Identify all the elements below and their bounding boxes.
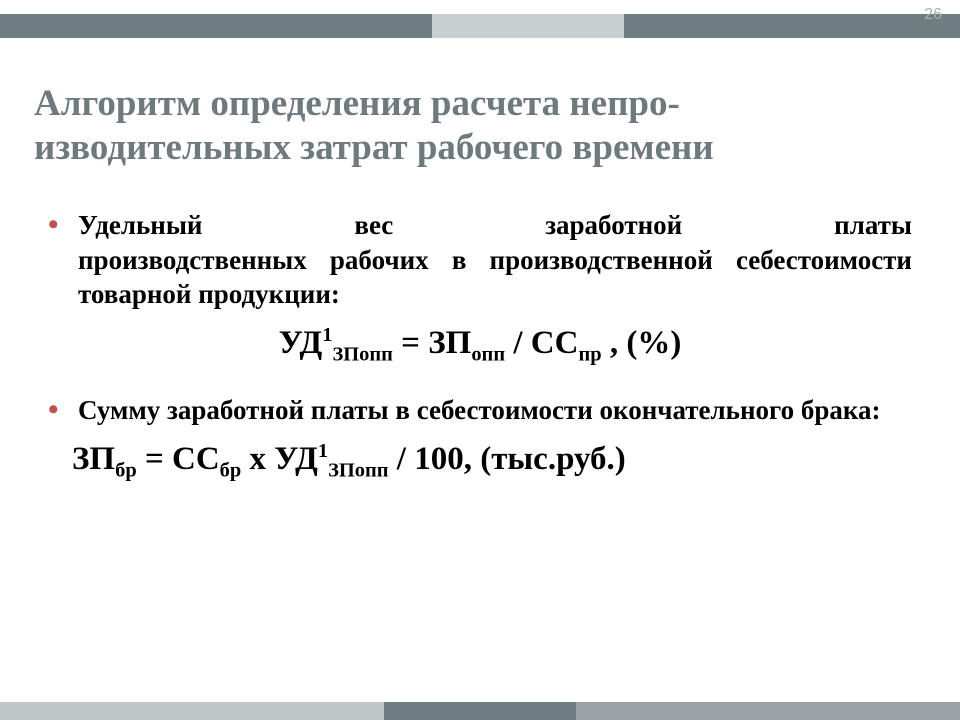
formula-2-t1-base: СС [172,441,220,477]
formula-1-t1-base: ЗП [428,325,471,361]
stripe-segment [624,14,960,38]
slide: 26 Алгоритм определения расчета непро-из… [0,0,960,720]
formula-2-t2-sup: 1 [318,440,328,462]
formula-2-t2-base: УД [274,441,318,477]
bullet-1-line1: Удельный вес заработной платы [78,208,912,243]
bullet-item-1: Удельный вес заработной платы производст… [48,208,912,312]
top-decor-stripe [0,14,960,38]
formula-2-tail: / 100, (тыс.руб.) [389,441,626,477]
bottom-decor-stripe [0,702,960,720]
formula-2: ЗПбр = ССбр х УД1ЗПопп / 100, (тыс.руб.) [72,438,912,484]
page-number: 26 [924,6,942,24]
formula-1-lhs-sup: 1 [322,324,332,346]
formula-1-eq: = [393,325,428,361]
formula-1: УД1ЗПопп = ЗПопп / ССпр , (%) [48,322,912,368]
formula-1-lhs-base: УД [279,325,323,361]
formula-1-t2-base: СС [531,325,579,361]
formula-2-mul: х [241,441,274,477]
formula-1-tail: , (%) [602,325,682,361]
formula-1-lhs-sub: ЗПопп [332,343,392,365]
formula-2-eq: = [137,441,172,477]
formula-1-div: / [505,325,531,361]
formula-2-t1-sub: бр [220,460,242,482]
formula-2-lhs-sub: бр [115,460,137,482]
slide-title: Алгоритм определения расчета непро-извод… [34,82,926,171]
stripe-segment [0,702,384,720]
stripe-segment [576,702,960,720]
formula-1-t2-sub: пр [578,343,601,365]
formula-2-t2-sub: ЗПопп [328,460,388,482]
stripe-segment [0,14,432,38]
stripe-segment [384,702,576,720]
bullet-1-rest: производственных рабочих в производствен… [78,243,912,312]
formula-1-t1-sub: опп [471,343,505,365]
slide-body: Удельный вес заработной платы производст… [48,208,912,484]
bullet-item-2: Сумму заработной платы в себестоимости о… [48,393,912,428]
stripe-segment [432,14,624,38]
formula-2-lhs-base: ЗП [72,441,115,477]
